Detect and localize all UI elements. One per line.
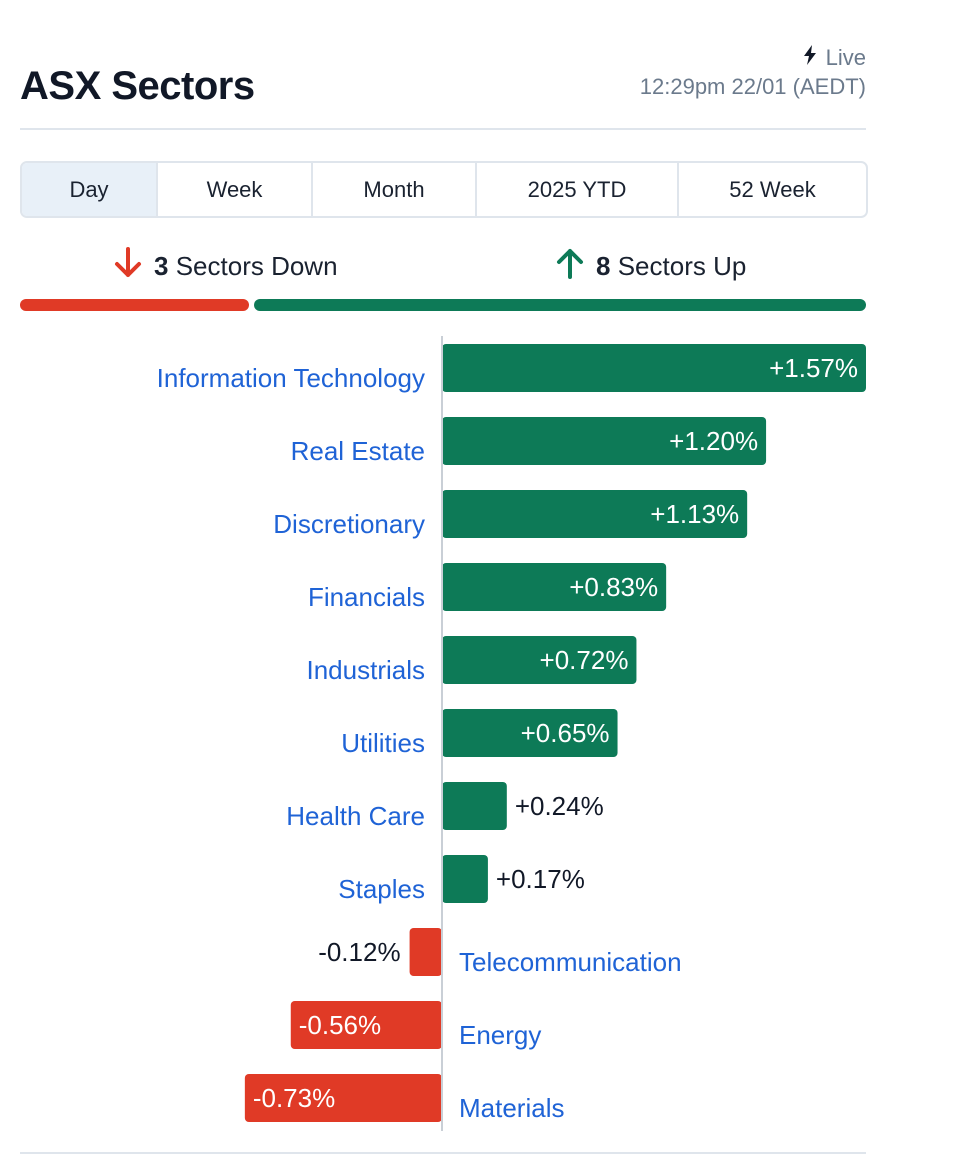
lightning-bolt-icon xyxy=(800,44,820,72)
value-label-health-care: +0.24% xyxy=(515,791,604,821)
tab-week[interactable]: Week xyxy=(158,163,313,216)
value-label-financials: +0.83% xyxy=(569,572,658,602)
bar-financials xyxy=(442,563,667,611)
value-label-materials: -0.73% xyxy=(253,1083,335,1113)
sectors-up-label: Sectors Up xyxy=(617,251,747,281)
value-label-information-technology: +1.57% xyxy=(769,353,858,383)
sectors-down-ratio-bar xyxy=(20,299,250,311)
sectors-up-summary: 8 Sectors Up xyxy=(554,245,746,288)
sector-label-staples[interactable]: Staples xyxy=(338,874,425,904)
tab-52-week[interactable]: 52 Week xyxy=(729,176,816,202)
sectors-down-label: Sectors Down xyxy=(175,251,338,281)
footer-divider xyxy=(20,1152,866,1154)
timestamp: 12:29pm 22/01 (AEDT) xyxy=(639,74,866,99)
period-tabs: Day Week Month 2025 YTD 52 Week xyxy=(20,161,868,218)
value-label-real-estate: +1.20% xyxy=(669,426,758,456)
sector-bar-chart-svg: Information Technology +1.57% Real Estate +… xyxy=(157,336,866,1131)
tab-day[interactable]: Day xyxy=(22,163,158,216)
sectors-up-count: 8 xyxy=(596,251,611,281)
sector-label-telecommunication[interactable]: Telecommunication xyxy=(459,947,682,977)
sectors-down-count: 3 xyxy=(154,251,169,281)
page-title: ASX Sectors xyxy=(20,64,255,108)
sector-label-information-technology[interactable]: Information Technology xyxy=(157,363,425,393)
value-label-staples: +0.17% xyxy=(496,864,585,894)
sector-label-real-estate[interactable]: Real Estate xyxy=(291,436,425,466)
value-label-utilities: +0.65% xyxy=(521,718,610,748)
bar-discretionary xyxy=(442,490,748,538)
bar-real-estate xyxy=(442,417,767,465)
sector-label-discretionary[interactable]: Discretionary xyxy=(273,509,425,539)
value-label-industrials: +0.72% xyxy=(540,645,629,675)
sector-label-health-care[interactable]: Health Care xyxy=(286,801,425,831)
sector-label-financials[interactable]: Financials xyxy=(308,582,425,612)
value-label-telecommunication: -0.12% xyxy=(318,937,400,967)
sector-label-utilities[interactable]: Utilities xyxy=(341,728,425,758)
bar-utilities xyxy=(442,709,618,757)
sector-label-materials[interactable]: Materials xyxy=(459,1093,564,1123)
sector-label-industrials[interactable]: Industrials xyxy=(307,655,426,685)
arrow-up-icon xyxy=(554,245,586,288)
value-label-discretionary: +1.13% xyxy=(650,499,739,529)
live-indicator: Live xyxy=(800,44,866,72)
live-label: Live xyxy=(825,45,866,70)
tab-2025-ytd[interactable]: 2025 YTD xyxy=(477,163,679,216)
arrow-down-icon xyxy=(112,245,144,288)
bar-health-care xyxy=(442,782,507,830)
bar-materials xyxy=(244,1074,442,1122)
bar-telecommunication xyxy=(409,928,442,976)
sector-label-energy[interactable]: Energy xyxy=(459,1020,541,1050)
tab-month[interactable]: Month xyxy=(313,163,477,216)
value-label-energy: -0.56% xyxy=(299,1010,381,1040)
bar-energy xyxy=(290,1001,442,1049)
bar-staples xyxy=(442,855,488,903)
bar-industrials xyxy=(442,636,637,684)
bar-information-technology xyxy=(442,344,866,392)
sectors-down-summary: 3 Sectors Down xyxy=(112,245,338,288)
sectors-up-ratio-bar xyxy=(254,299,866,311)
header: ASX Sectors Live 12:29pm 22/01 (AEDT) xyxy=(20,40,866,130)
sector-bar-chart: Information Technology +1.57% Real Estate +… xyxy=(0,336,958,1148)
